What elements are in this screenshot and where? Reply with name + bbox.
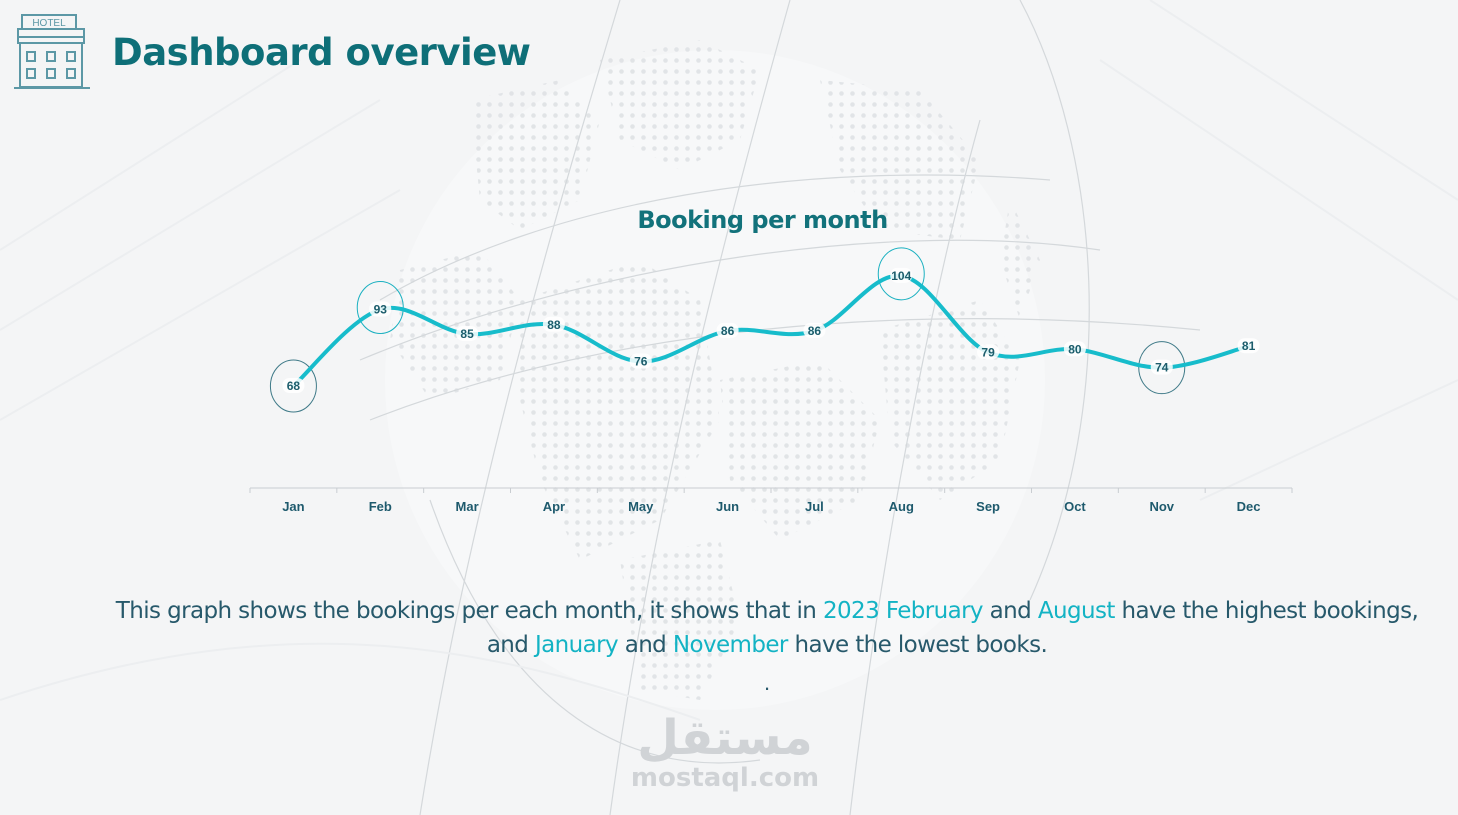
x-tick-oct: Oct [1064,499,1086,514]
data-label-oct: 80 [1068,342,1082,356]
trailing-period: . [764,670,771,695]
x-tick-jun: Jun [716,499,739,514]
chart-title: Booking per month [637,206,888,234]
data-label-may: 76 [634,355,648,369]
data-label-mar: 85 [460,327,474,341]
data-label-jan: 68 [287,379,301,393]
header: HOTEL Dashboard overview [14,12,531,90]
highlight-january: January [535,632,619,658]
data-labels: 68 93 85 88 76 86 86 104 79 80 74 81 [282,267,1260,393]
chart-description: This graph shows the bookings per each m… [110,594,1424,662]
x-tick-mar: Mar [456,499,479,514]
highlight-august: August [1037,598,1115,624]
data-label-jul: 86 [808,324,822,338]
x-tick-may: May [628,499,654,514]
watermark-arabic: مستقل [637,710,813,766]
data-label-sep: 79 [981,345,995,359]
x-tick-feb: Feb [369,499,392,514]
description-text: This graph shows the bookings per each m… [115,598,823,624]
x-axis: Jan Feb Mar Apr May Jun Jul Aug Sep Oct Nov Dec [249,487,1293,514]
x-tick-jan: Jan [282,499,304,514]
data-label-apr: 88 [547,318,561,332]
x-tick-aug: Aug [889,499,914,514]
highlight-february: 2023 February [822,598,984,624]
data-label-dec: 81 [1242,339,1256,353]
page-title: Dashboard overview [112,30,531,74]
description-text: and [618,632,673,658]
data-label-nov: 74 [1155,361,1169,375]
x-tick-dec: Dec [1237,499,1261,514]
description-text: have the lowest books. [787,632,1048,658]
hotel-building-icon: HOTEL [14,14,90,89]
highest-marker-aug [877,247,925,301]
data-label-jun: 86 [721,324,735,338]
watermark-latin: mostaql.com [630,763,820,793]
lowest-marker-jan [269,359,317,413]
data-label-aug: 104 [891,269,911,283]
highlight-circles [269,247,1186,413]
lowest-marker-nov [1138,341,1186,395]
bookings-line [291,273,1251,388]
description-text: have the highest bookings, and [486,598,1419,658]
x-tick-jul: Jul [805,499,824,514]
svg-text:HOTEL: HOTEL [32,18,66,29]
x-tick-nov: Nov [1149,499,1174,514]
x-tick-sep: Sep [976,499,1000,514]
watermark: مستقل mostaql.com [600,710,850,793]
data-label-feb: 93 [374,303,388,317]
x-tick-apr: Apr [543,499,565,514]
description-text: and [982,598,1038,624]
highlight-november: November [672,632,788,658]
